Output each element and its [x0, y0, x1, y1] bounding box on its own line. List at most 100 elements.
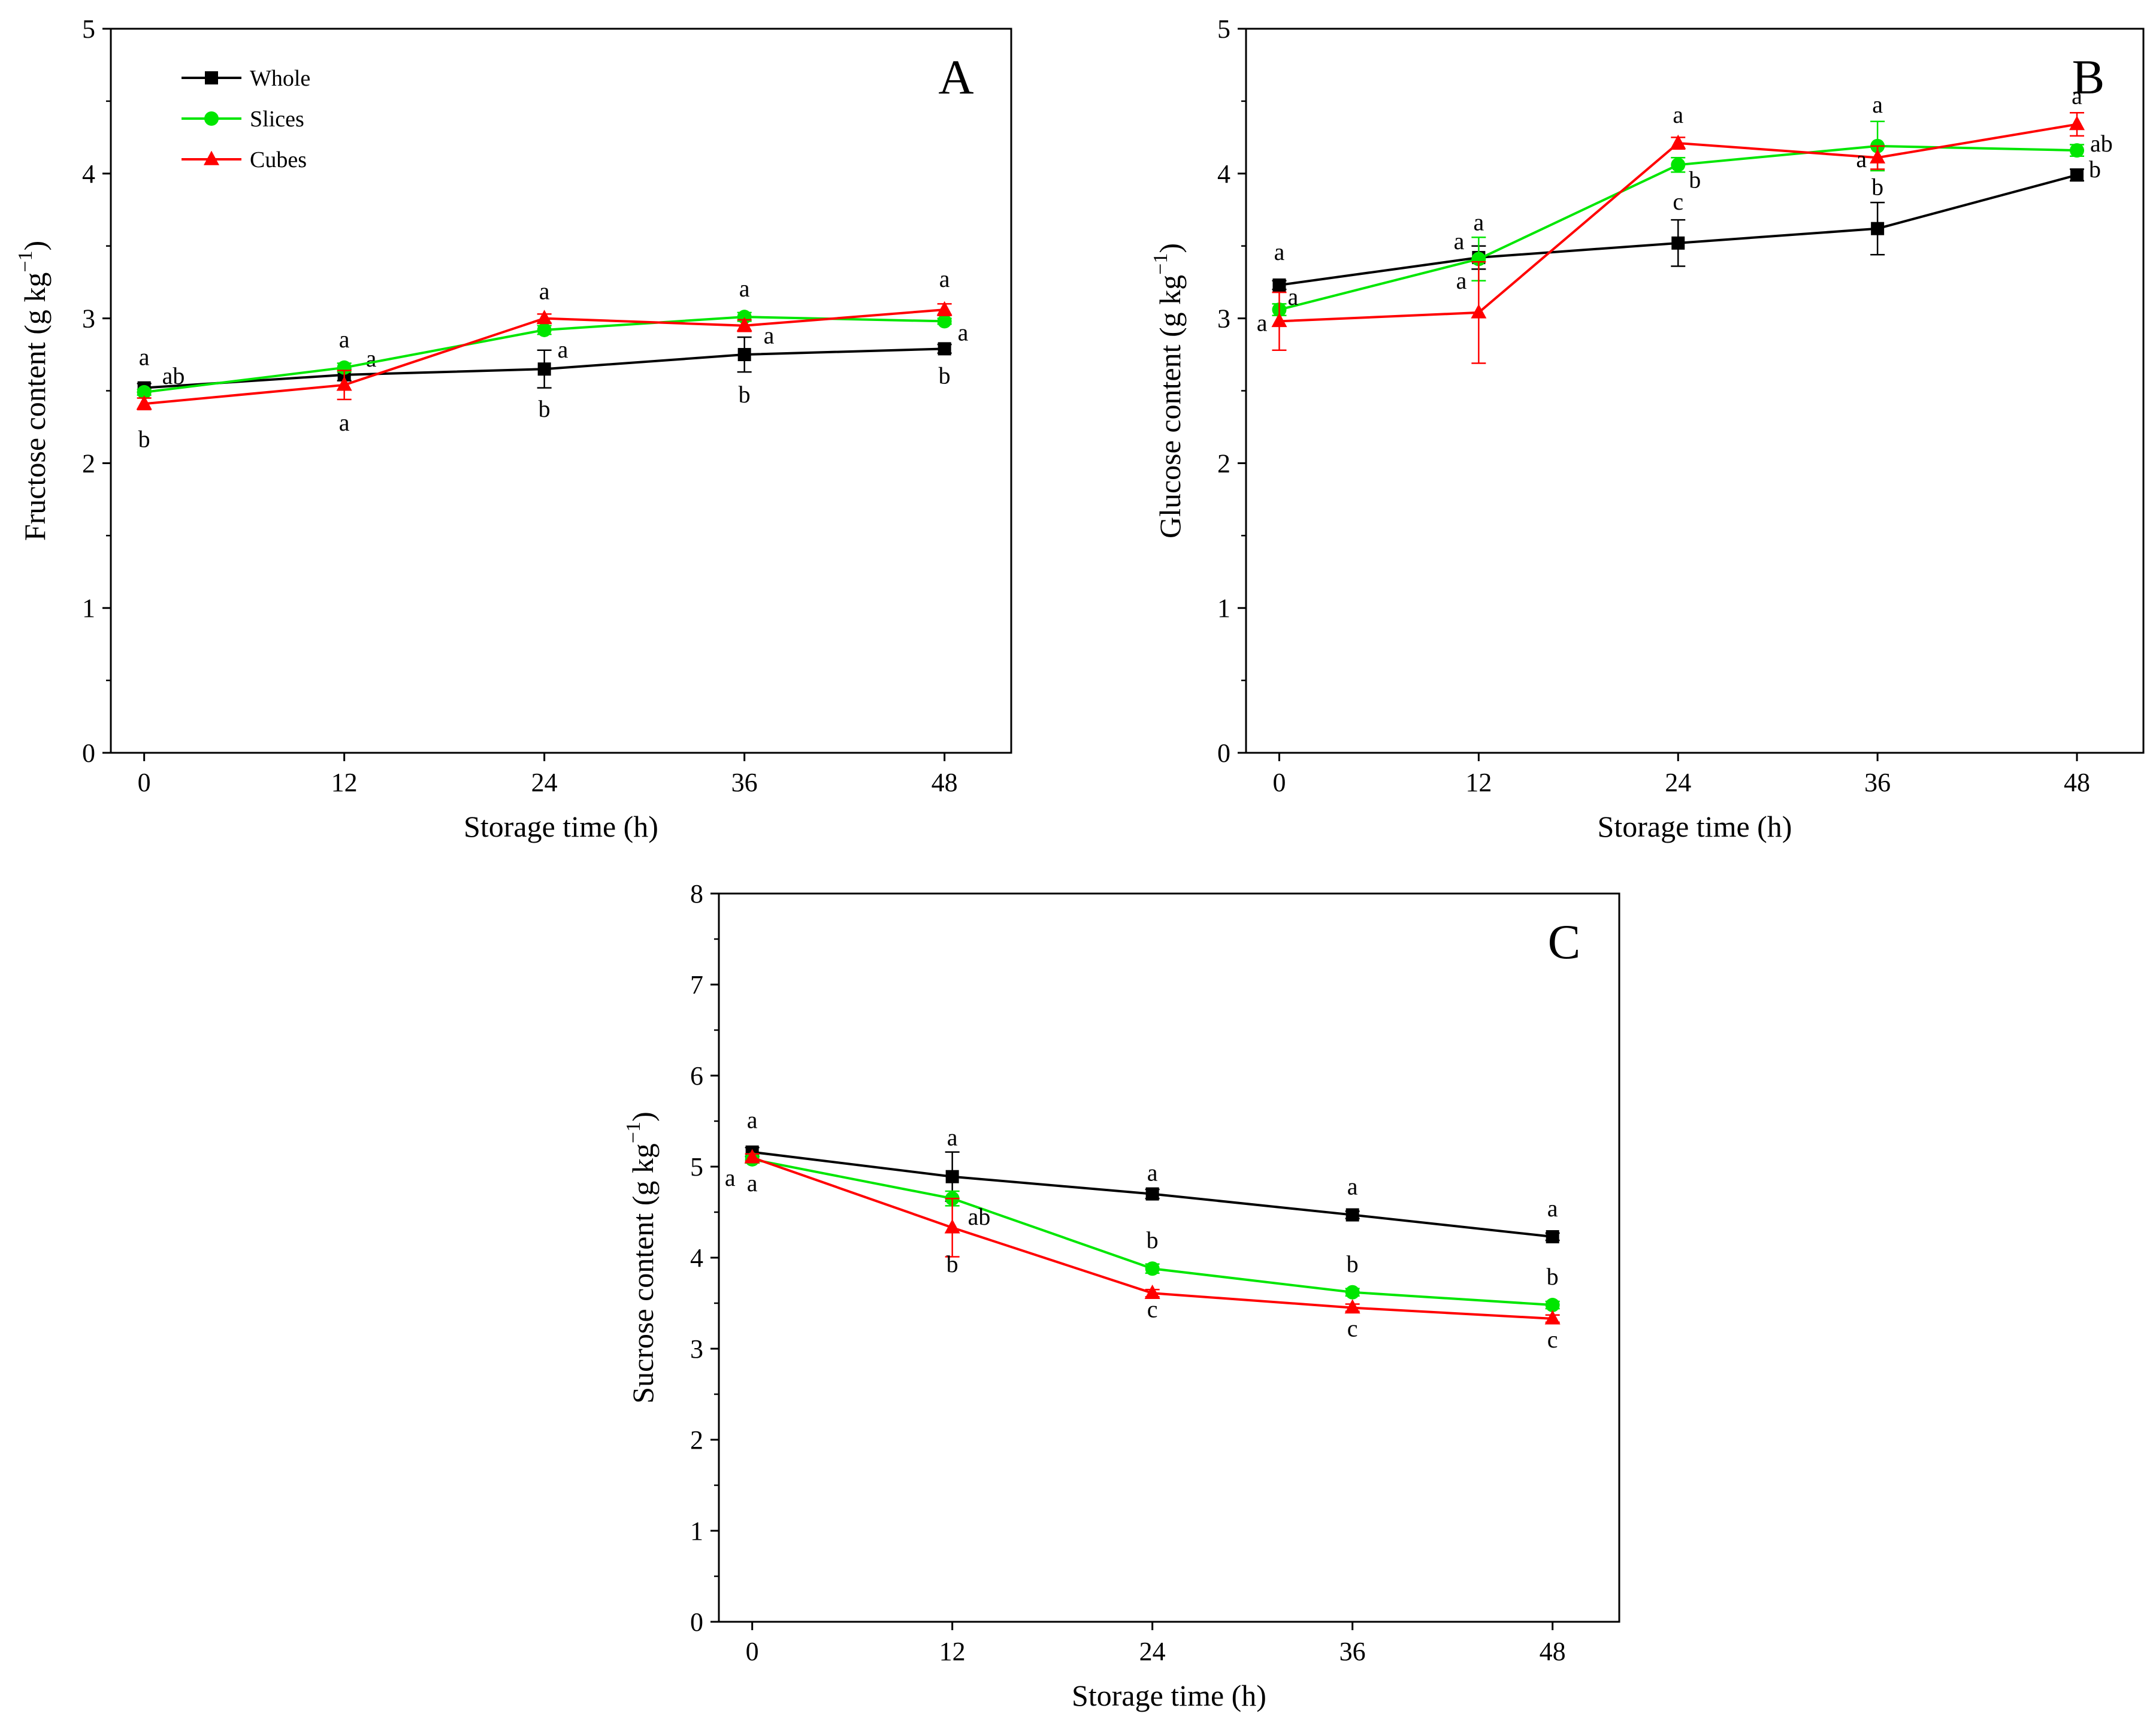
significance-letter-slices: a [1287, 283, 1298, 310]
data-point-slices [137, 384, 152, 399]
significance-letter-whole: c [1673, 188, 1683, 215]
y-tick-label: 1 [1217, 593, 1230, 623]
y-axis-label-main: Fructose content (g kg [18, 272, 52, 541]
significance-letter-whole: a [747, 1107, 758, 1134]
panel-letter: A [938, 50, 973, 104]
significance-letter-cubes: a [2072, 83, 2082, 110]
significance-letter-cubes: c [1347, 1315, 1358, 1342]
significance-letter-cubes: a [939, 265, 950, 292]
series-whole: a ab b b [137, 336, 952, 422]
data-point-cubes [336, 376, 352, 391]
y-axis-label-unit-exponent: −1 [1150, 253, 1172, 275]
y-tick-label: 1 [690, 1516, 703, 1546]
significance-letter-slices: ab [162, 362, 185, 389]
y-axis-label: Glucose content (g kg−1) [1150, 243, 1187, 538]
legend-marker-cubes [204, 150, 219, 165]
significance-letter-cubes: a [764, 322, 775, 349]
y-axis-label: Sucrose content (g kg−1) [622, 1112, 660, 1403]
data-point-cubes [536, 310, 552, 325]
significance-letter-whole: b [2089, 156, 2101, 183]
data-point-slices [2070, 143, 2085, 158]
significance-letter-whole: a [1347, 1173, 1358, 1200]
y-tick-label: 2 [1217, 449, 1230, 478]
significance-letter-slices: b [1147, 1227, 1159, 1253]
y-tick-label: 5 [1217, 14, 1230, 44]
significance-letter-slices: a [958, 319, 969, 346]
y-axis-label: Fructose content (g kg−1) [14, 241, 52, 541]
legend-marker-slices [204, 111, 219, 126]
y-axis-label-close: ) [626, 1112, 660, 1122]
significance-letter-cubes: a [539, 278, 550, 305]
significance-letter-cubes: a [747, 1170, 758, 1197]
significance-letter-cubes: a [1257, 309, 1268, 336]
significance-letter-whole: a [366, 345, 377, 372]
significance-letter-cubes: b [138, 425, 150, 452]
data-point-cubes [1271, 313, 1287, 328]
significance-letter-whole: a [1147, 1159, 1158, 1186]
significance-letter-cubes: b [947, 1250, 958, 1277]
x-axis-label: Storage time (h) [1598, 810, 1792, 843]
data-point-whole [1145, 1187, 1159, 1201]
y-axis-label-main: Sucrose content (g kg [626, 1143, 660, 1404]
data-point-cubes [1344, 1299, 1360, 1314]
y-axis-label-unit-exponent: −1 [14, 250, 37, 272]
data-point-slices [1345, 1285, 1360, 1300]
x-tick-label: 36 [1339, 1637, 1366, 1666]
data-point-whole [1671, 236, 1685, 250]
y-tick-label: 0 [690, 1607, 703, 1637]
x-tick-label: 36 [731, 768, 758, 797]
significance-letter-whole: a [1547, 1195, 1558, 1222]
y-tick-label: 6 [690, 1061, 703, 1091]
x-tick-label: 48 [1540, 1637, 1566, 1666]
significance-letter-whole: b [739, 381, 751, 408]
x-axis-label: Storage time (h) [1072, 1679, 1266, 1712]
legend-label-cubes: Cubes [250, 147, 307, 172]
data-point-cubes [136, 395, 152, 410]
data-point-whole [737, 348, 751, 362]
legend-marker-whole [205, 71, 218, 84]
x-tick-label: 0 [138, 768, 151, 797]
series-slices: aba aaa [137, 275, 969, 399]
significance-letter-cubes: a [1456, 267, 1467, 294]
data-point-cubes [2069, 116, 2085, 131]
plot-frame [718, 892, 1620, 1623]
y-axis-label-close: ) [1153, 243, 1187, 253]
y-tick-label: 1 [82, 593, 95, 623]
panel-letter: B [2072, 50, 2105, 104]
significance-letter-whole: a [1454, 228, 1465, 255]
significance-letter-whole: b [539, 395, 551, 422]
data-point-cubes [1471, 304, 1487, 319]
y-axis-label-main: Glucose content (g kg [1153, 275, 1187, 538]
y-tick-label: 3 [690, 1334, 703, 1364]
significance-letter-whole: a [1274, 238, 1285, 265]
data-point-cubes [744, 1149, 760, 1164]
significance-letter-slices: b [1689, 166, 1701, 193]
data-point-slices [1545, 1298, 1560, 1313]
data-point-cubes [1870, 149, 1886, 163]
plot-frame [1245, 28, 2145, 754]
legend-label-slices: Slices [250, 107, 304, 132]
data-point-cubes [936, 301, 952, 316]
data-point-cubes [1144, 1284, 1160, 1299]
data-point-whole [1871, 222, 1885, 235]
x-tick-label: 48 [2064, 768, 2090, 797]
x-tick-label: 48 [932, 768, 958, 797]
x-tick-label: 12 [331, 768, 358, 797]
x-axis-label: Storage time (h) [464, 810, 658, 843]
data-point-cubes [1544, 1310, 1561, 1325]
y-tick-label: 4 [1217, 159, 1230, 189]
significance-letter-slices: a [339, 326, 350, 353]
significance-letter-slices: a [558, 336, 569, 363]
legend-label-whole: Whole [250, 66, 310, 91]
y-tick-label: 0 [1217, 738, 1230, 768]
x-tick-label: 24 [1665, 768, 1691, 797]
plot-frame [110, 28, 1012, 754]
